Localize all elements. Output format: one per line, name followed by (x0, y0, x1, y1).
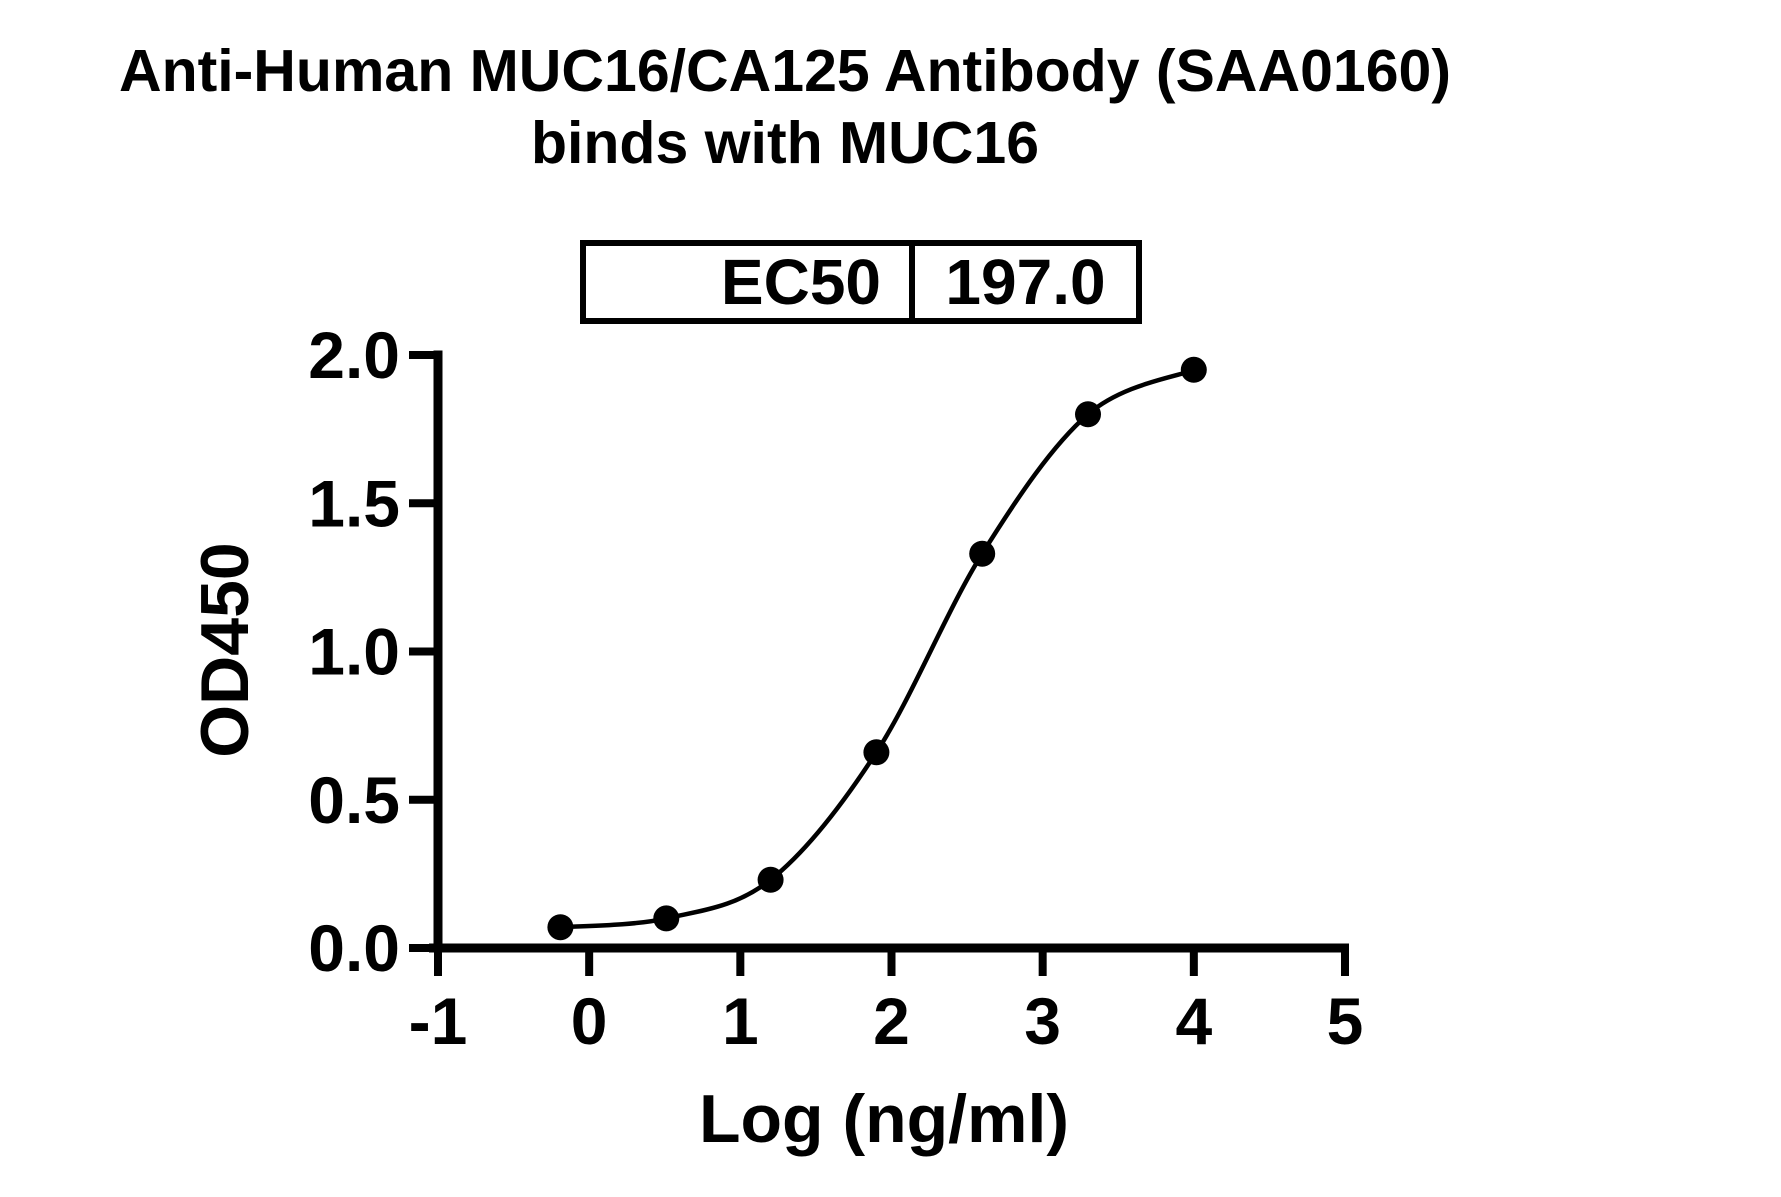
x-tick-label: 0 (571, 984, 608, 1058)
y-tick-label: 1.0 (308, 615, 400, 689)
ec50-table-value-cell: 197.0 (945, 246, 1106, 318)
ec50-table-label-cell: EC50 (586, 246, 915, 318)
data-point (547, 914, 574, 941)
chart-title: Anti-Human MUC16/CA125 Antibody (SAA0160… (0, 36, 1570, 180)
fit-curve (558, 367, 1197, 930)
data-point (1075, 401, 1101, 428)
x-tick-label: -1 (409, 984, 468, 1058)
data-point (653, 905, 680, 932)
x-tick-label: 2 (873, 984, 910, 1058)
ec50-table: EC50 197.0 (580, 240, 1142, 324)
x-axis-title: Log (ng/ml) (698, 1081, 1070, 1157)
chart-title-line2: binds with MUC16 (530, 109, 1040, 176)
x-tick-label: 1 (722, 984, 759, 1058)
x-tick-label: 5 (1327, 984, 1364, 1058)
data-point (1180, 356, 1207, 383)
x-tick-label: 3 (1024, 984, 1061, 1058)
y-tick-label: 0.5 (308, 763, 400, 837)
data-point (757, 866, 784, 893)
y-tick-label: 1.5 (308, 466, 400, 540)
data-point (863, 739, 890, 766)
x-tick-label: 4 (1175, 984, 1212, 1058)
y-tick-label: 2.0 (308, 318, 400, 392)
data-point (969, 540, 996, 567)
y-tick-label: 0.0 (308, 911, 400, 985)
chart-title-line1: Anti-Human MUC16/CA125 Antibody (SAA0160… (118, 38, 1452, 104)
